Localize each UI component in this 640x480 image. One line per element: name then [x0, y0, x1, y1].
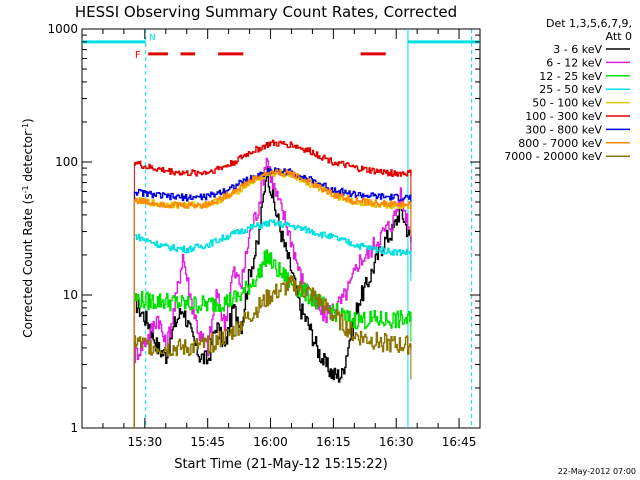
x-tick-label: 16:00 [253, 435, 288, 449]
series-line-800-7000kev [134, 169, 412, 209]
legend-entry-label: 25 - 50 keV [539, 83, 602, 96]
legend-entry-label: 7000 - 20000 keV [504, 150, 602, 163]
series-line-6-12kev [134, 157, 412, 364]
series-line-7000-20000kev [134, 275, 412, 357]
legend-entry-label: 12 - 25 keV [539, 70, 602, 83]
x-tick-label: 16:45 [442, 435, 477, 449]
legend-header-line2: Att 0 [606, 30, 632, 43]
series-line-12-25kev [134, 249, 412, 330]
y-tick-label: 100 [55, 155, 78, 169]
legend-entry-label: 300 - 800 keV [525, 123, 602, 136]
legend-entry-label: 6 - 12 keV [546, 56, 602, 69]
plot-area: FN [82, 29, 480, 428]
x-tick-label: 15:30 [128, 435, 163, 449]
series-line-25-50kev [134, 219, 412, 256]
legend-entry-label: 100 - 300 keV [525, 110, 602, 123]
flare-flag-label: F [135, 50, 141, 61]
night-label: N [149, 33, 156, 43]
y-axis-label: Corrected Count Rate (s-1 detector-1) [21, 118, 35, 337]
y-tick-label: 1000 [47, 22, 78, 36]
y-tick-label: 1 [70, 421, 78, 435]
x-tick-label: 15:45 [190, 435, 225, 449]
footer-date: 22-May-2012 07:00 [558, 467, 636, 476]
x-axis: 15:30 15:45 16:00 16:15 16:30 16:45 [102, 29, 477, 449]
legend-entry-label: 3 - 6 keV [553, 43, 602, 56]
plot-frame [81, 28, 481, 429]
legend-header-line1: Det 1,3,5,6,7,9, [546, 17, 632, 30]
x-axis-label: Start Time (21-May-12 15:15:22) [174, 457, 388, 472]
series-line-100-300kev [134, 139, 412, 177]
legend-entry-label: 800 - 7000 keV [518, 137, 602, 150]
x-tick-label: 16:30 [379, 435, 414, 449]
x-tick-label: 16:15 [316, 435, 351, 449]
y-tick-label: 10 [63, 288, 78, 302]
legend-entry-label: 50 - 100 keV [532, 97, 602, 110]
y-axis: 1 10 100 1000 [47, 22, 480, 435]
chart-title: HESSI Observing Summary Count Rates, Cor… [75, 3, 457, 21]
